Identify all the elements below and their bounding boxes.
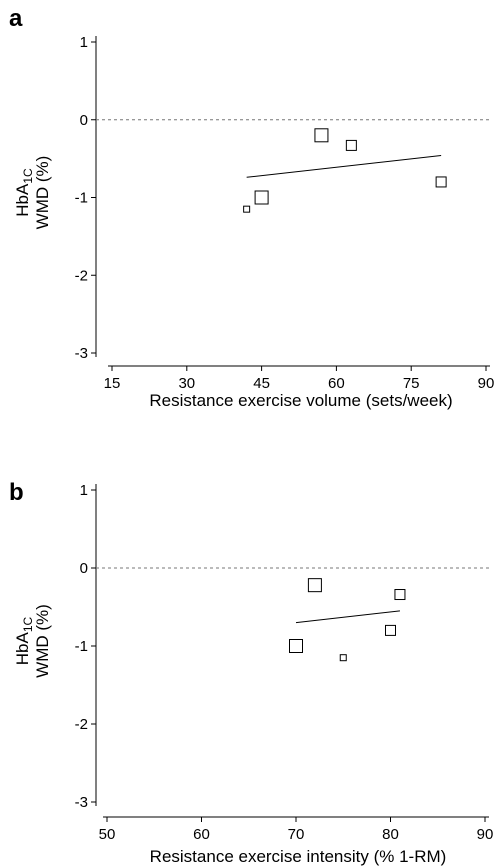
x-tick-label: 70 xyxy=(288,826,305,843)
y-tick-label: -3 xyxy=(75,345,88,362)
y-tick-label: -2 xyxy=(75,267,88,284)
x-tick-label: 45 xyxy=(253,375,270,392)
x-tick-label: 30 xyxy=(178,375,195,392)
fit-line xyxy=(246,155,442,178)
x-tick-label: 90 xyxy=(478,375,495,392)
data-point xyxy=(254,190,269,205)
y-tick-label: -2 xyxy=(75,716,88,733)
data-point xyxy=(243,205,251,213)
x-tick-label: 90 xyxy=(477,826,494,843)
y-tick-label: 1 xyxy=(80,482,88,499)
panel-letter: a xyxy=(9,5,23,32)
y-label-subscript: 1C xyxy=(21,168,35,184)
x-tick-label: 60 xyxy=(193,826,210,843)
panel-b: b 1 0 -1 -2 -3 50 60 70 80 90 Resistance exercise i… xyxy=(9,479,493,866)
y-tick-label: -1 xyxy=(75,638,88,655)
data-point xyxy=(394,589,406,601)
y-label-subscript: 1C xyxy=(21,616,35,632)
y-axis-label-line1: HbA1C xyxy=(13,168,35,217)
panel-letter: b xyxy=(9,479,24,506)
data-point xyxy=(289,639,303,653)
fit-line xyxy=(295,610,401,624)
y-axis-label-line1: HbA1C xyxy=(13,616,35,665)
data-point xyxy=(339,654,347,662)
x-tick-label: 50 xyxy=(99,826,116,843)
data-point xyxy=(307,578,322,593)
x-tick-label: 60 xyxy=(328,375,345,392)
x-tick-label: 75 xyxy=(403,375,420,392)
y-label-base: HbA xyxy=(13,631,32,665)
x-axis-label: Resistance exercise intensity (% 1-RM) xyxy=(150,847,447,866)
y-tick-label: 1 xyxy=(80,34,88,51)
y-tick-label: 0 xyxy=(80,112,88,129)
data-point xyxy=(385,624,396,636)
y-axis-label-line2: WMD (%) xyxy=(33,156,52,230)
y-tick-label: -1 xyxy=(75,190,88,207)
data-point xyxy=(345,139,357,151)
y-tick-label: 0 xyxy=(80,560,88,577)
y-tick-label: -3 xyxy=(75,794,88,811)
panel-a: a 1 0 -1 -2 -3 15 30 45 60 75 90 Resistance exercise… xyxy=(9,5,494,410)
y-axis-label-line2: WMD (%) xyxy=(33,604,52,678)
x-tick-label: 15 xyxy=(104,375,121,392)
y-label-base: HbA xyxy=(13,183,32,217)
x-axis-label: Resistance exercise volume (sets/week) xyxy=(149,391,452,410)
data-point xyxy=(435,176,447,188)
x-tick-label: 80 xyxy=(382,826,399,843)
data-point xyxy=(314,128,329,143)
